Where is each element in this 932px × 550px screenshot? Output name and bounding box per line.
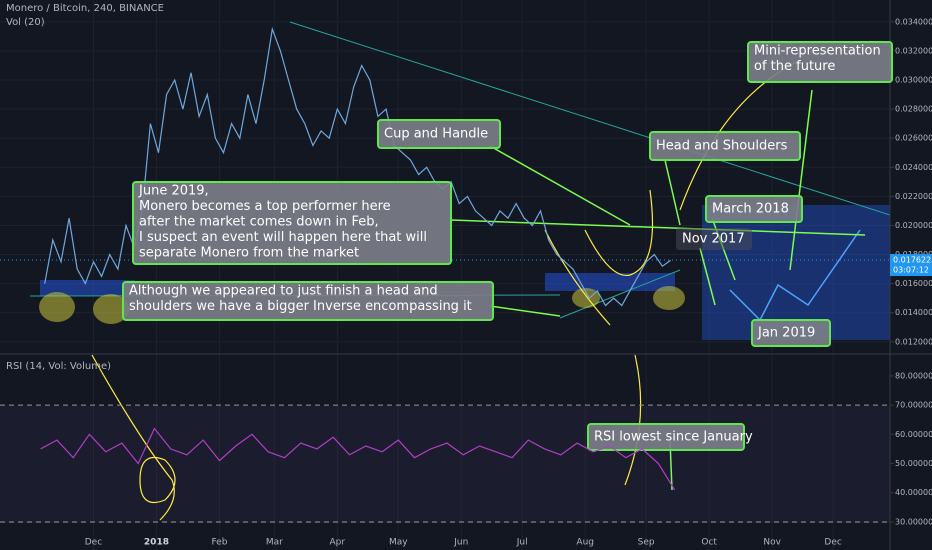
y-tick-label: 0.012000: [895, 337, 932, 346]
x-tick-label: Jul: [516, 538, 528, 548]
x-tick-label: May: [389, 538, 408, 548]
annotation-text: June 2019,: [138, 184, 209, 199]
annotation-text: Monero becomes a top performer here: [139, 199, 391, 214]
y-tick-label: 80.00000: [895, 371, 932, 380]
annotation-box: [132, 181, 452, 265]
x-tick-label: Mar: [266, 538, 283, 548]
series-line: [44, 26, 671, 307]
subtitle: Vol (20): [6, 17, 45, 28]
annotation-box: [587, 423, 745, 451]
annotation-box: [747, 41, 893, 83]
annotation-text: separate Monero from the market: [139, 246, 359, 261]
countdown: 03:07:12: [893, 266, 929, 275]
annotation-text: Jan 2019: [757, 326, 815, 341]
y-tick-label: 0.016000: [895, 279, 932, 288]
annotation-text: Nov 2017: [682, 232, 745, 247]
annotation-text: Cup and Handle: [384, 127, 488, 142]
x-tick-label: Nov: [763, 538, 781, 548]
annotation-box: [649, 131, 801, 161]
price-label: 0.017622: [893, 256, 931, 265]
x-tick-label: Oct: [701, 538, 717, 548]
y-tick-label: 0.030000: [895, 76, 932, 85]
x-tick-label: Sep: [638, 538, 655, 548]
zone: [702, 205, 890, 340]
annotation-text: March 2018: [712, 202, 789, 217]
annotation-text: of the future: [754, 59, 835, 74]
projection: [729, 229, 861, 322]
x-tick-label: 2018: [144, 538, 169, 548]
y-tick-label: 0.020000: [895, 221, 932, 230]
annotation-text: shoulders we have a bigger Inverse encom…: [129, 299, 472, 314]
x-tick-label: Jun: [453, 538, 468, 548]
y-tick-label: 40.00000: [895, 488, 932, 497]
y-tick-label: 0.026000: [895, 134, 932, 143]
y-tick-label: 70.00000: [895, 401, 932, 410]
y-tick-label: 0.022000: [895, 192, 932, 201]
series-line: [40, 427, 676, 491]
x-tick-label: Dec: [824, 538, 841, 548]
y-tick-label: 0.024000: [895, 163, 932, 172]
y-tick-label: 60.00000: [895, 430, 932, 439]
annotation-box: [122, 281, 494, 321]
annotation-text: after the market comes down in Feb,: [139, 215, 379, 230]
y-tick-label: 50.00000: [895, 459, 932, 468]
zone: [545, 273, 675, 291]
zone: [40, 280, 135, 296]
x-tick-label: Aug: [576, 538, 594, 548]
sketches: [91, 59, 801, 521]
highlights: [39, 286, 685, 324]
trendline: [289, 21, 891, 216]
x-tick-label: Feb: [211, 538, 227, 548]
rsi-band: [0, 406, 890, 523]
annotation-box: [751, 319, 831, 347]
x-tick-label: Apr: [330, 538, 346, 548]
annotation-box: [705, 195, 803, 223]
annotation-text: Head and Shoulders: [656, 139, 788, 154]
rsi-title: RSI (14, Vol: Volume): [6, 361, 111, 372]
annotation-box: [377, 119, 501, 149]
x-tick-label: Dec: [85, 538, 102, 548]
y-tick-label: 0.034000: [895, 17, 932, 26]
y-tick-label: 0.028000: [895, 105, 932, 114]
annotation-text: Although we appeared to just finish a he…: [129, 284, 438, 299]
y-tick-label: 0.014000: [895, 308, 932, 317]
annotation-text: RSI lowest since January: [594, 430, 753, 445]
chart-title: Monero / Bitcoin, 240, BINANCE: [6, 3, 164, 14]
y-tick-label: 0.032000: [895, 46, 932, 55]
annotation-text: I suspect an event will happen here that…: [139, 230, 427, 245]
annotation-text: Mini-representation: [754, 44, 881, 59]
price-tag: [890, 254, 932, 277]
y-tick-label: 30.00000: [895, 517, 932, 526]
trendline: [559, 269, 681, 319]
annotation-box: [676, 228, 752, 250]
